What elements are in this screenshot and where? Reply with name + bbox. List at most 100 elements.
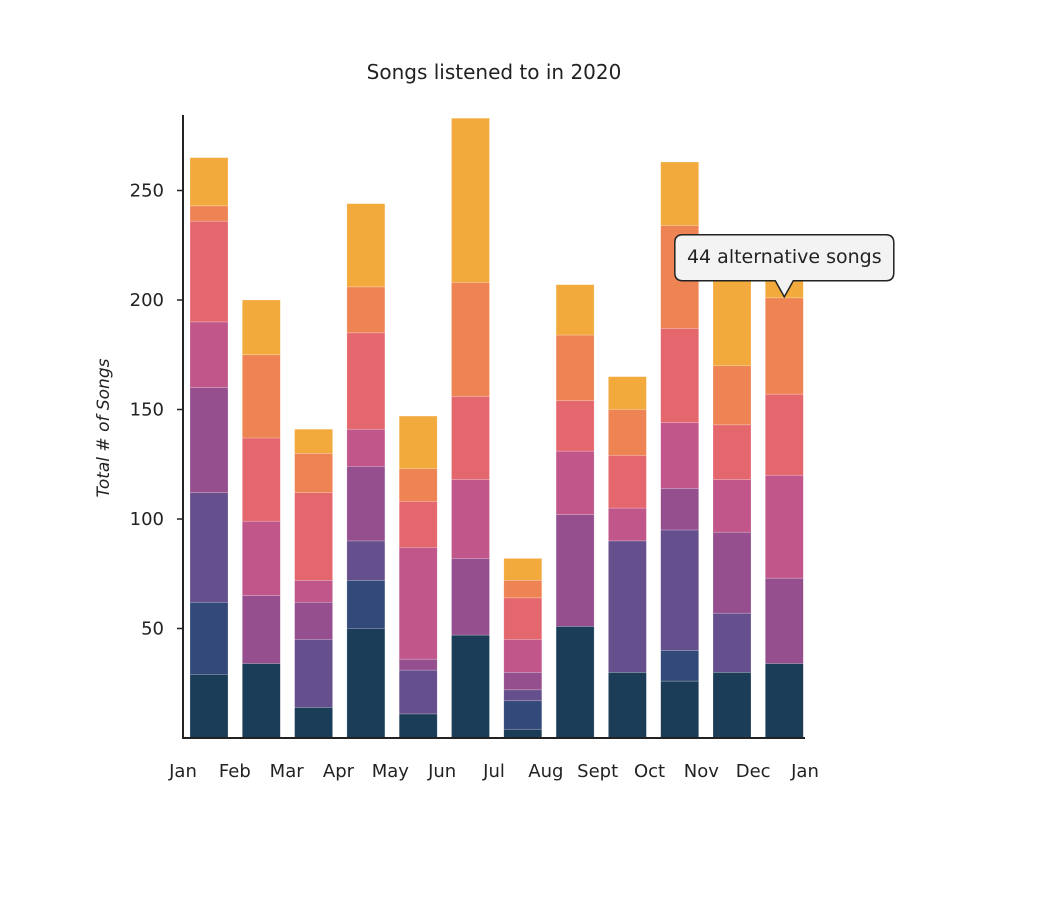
bar-segment[interactable] bbox=[242, 437, 281, 522]
bar-segment[interactable] bbox=[294, 452, 333, 494]
bar-segment[interactable] bbox=[608, 455, 647, 509]
bar-segment[interactable] bbox=[242, 520, 281, 596]
x-tick-label: Aug bbox=[528, 761, 563, 782]
bar-segment[interactable] bbox=[451, 396, 490, 480]
x-tick-label: Sept bbox=[577, 761, 618, 782]
bar-segment[interactable] bbox=[764, 393, 804, 476]
bar-segment[interactable] bbox=[660, 422, 700, 489]
bar-segment[interactable] bbox=[242, 299, 281, 356]
bar-segment[interactable] bbox=[398, 547, 438, 660]
bar-segment[interactable] bbox=[242, 663, 281, 739]
bar-segment[interactable] bbox=[451, 117, 490, 283]
bar-segment[interactable] bbox=[242, 354, 281, 439]
bar-segment[interactable] bbox=[555, 284, 595, 336]
bar-segment[interactable] bbox=[608, 409, 647, 456]
bars-layer bbox=[189, 117, 804, 739]
y-tick-label: 100 bbox=[130, 509, 164, 530]
bar-segment[interactable] bbox=[712, 612, 752, 673]
bar-segment[interactable] bbox=[189, 674, 229, 739]
x-tick-label: Feb bbox=[219, 761, 251, 782]
bar-segment[interactable] bbox=[608, 507, 647, 542]
bar-segment[interactable] bbox=[398, 669, 438, 715]
bar-segment[interactable] bbox=[660, 161, 700, 226]
bar-segment[interactable] bbox=[660, 680, 700, 739]
bar-segment[interactable] bbox=[242, 595, 281, 664]
bar-segment[interactable] bbox=[346, 332, 386, 430]
bar-segment[interactable] bbox=[712, 671, 752, 739]
y-tick-label: 150 bbox=[130, 400, 164, 421]
bar-segment[interactable] bbox=[660, 529, 700, 651]
x-tick-label: Apr bbox=[323, 761, 355, 782]
x-tick-label: Nov bbox=[684, 761, 719, 782]
bar-segment[interactable] bbox=[764, 474, 804, 579]
y-tick-label: 50 bbox=[141, 619, 164, 640]
bar-segment[interactable] bbox=[398, 501, 438, 548]
x-tick-label: Jan bbox=[168, 761, 197, 782]
bar-segment[interactable] bbox=[503, 689, 543, 702]
bar-segment[interactable] bbox=[712, 277, 752, 367]
bar-segment[interactable] bbox=[294, 580, 333, 603]
bar-segment[interactable] bbox=[503, 728, 543, 739]
chart-title: Songs listened to in 2020 bbox=[367, 60, 622, 84]
bar-segment[interactable] bbox=[451, 282, 490, 397]
bar-segment[interactable] bbox=[555, 514, 595, 627]
x-tick-label: Jun bbox=[427, 761, 456, 782]
bar-segment[interactable] bbox=[764, 577, 804, 664]
bar-segment[interactable] bbox=[503, 580, 543, 599]
bar-segment[interactable] bbox=[764, 297, 804, 395]
bar-segment[interactable] bbox=[503, 700, 543, 730]
bar-segment[interactable] bbox=[294, 428, 333, 454]
bar-segment[interactable] bbox=[608, 376, 647, 410]
bar-segment[interactable] bbox=[660, 328, 700, 423]
bar-segment[interactable] bbox=[398, 415, 438, 469]
bar-segment[interactable] bbox=[712, 424, 752, 480]
bar-segment[interactable] bbox=[189, 157, 229, 207]
x-tick-label: Jan bbox=[790, 761, 819, 782]
bar-segment[interactable] bbox=[294, 601, 333, 640]
bar-segment[interactable] bbox=[712, 531, 752, 614]
bar-segment[interactable] bbox=[294, 707, 333, 739]
bar-segment[interactable] bbox=[398, 713, 438, 739]
bar-segment[interactable] bbox=[398, 468, 438, 502]
bar-segment[interactable] bbox=[346, 628, 386, 739]
bar-segment[interactable] bbox=[555, 626, 595, 739]
bar-segment[interactable] bbox=[294, 639, 333, 708]
bar-segment[interactable] bbox=[660, 650, 700, 682]
bar-segment[interactable] bbox=[189, 321, 229, 388]
bar-segment[interactable] bbox=[346, 286, 386, 334]
bar-segment[interactable] bbox=[503, 639, 543, 673]
bar-segment[interactable] bbox=[764, 663, 804, 739]
bar-segment[interactable] bbox=[712, 365, 752, 426]
bar-segment[interactable] bbox=[555, 400, 595, 452]
bar-segment[interactable] bbox=[712, 479, 752, 533]
bar-segment[interactable] bbox=[189, 220, 229, 323]
x-tick-label: Dec bbox=[736, 761, 771, 782]
bar-segment[interactable] bbox=[608, 540, 647, 673]
bar-segment[interactable] bbox=[294, 492, 333, 581]
x-tick-label: Mar bbox=[270, 761, 305, 782]
bar-segment[interactable] bbox=[660, 488, 700, 531]
bar-segment[interactable] bbox=[346, 466, 386, 542]
bar-segment[interactable] bbox=[608, 671, 647, 739]
bar-segment[interactable] bbox=[346, 203, 386, 288]
bar-segment[interactable] bbox=[555, 334, 595, 402]
bar-segment[interactable] bbox=[451, 634, 490, 739]
bar-segment[interactable] bbox=[451, 558, 490, 636]
bar-segment[interactable] bbox=[189, 601, 229, 675]
bar-segment[interactable] bbox=[346, 428, 386, 467]
y-tick-label: 250 bbox=[130, 181, 164, 202]
x-tick-label: Oct bbox=[634, 761, 665, 782]
bar-segment[interactable] bbox=[503, 597, 543, 640]
bar-segment[interactable] bbox=[555, 450, 595, 515]
bar-segment[interactable] bbox=[189, 492, 229, 603]
y-tick-label: 200 bbox=[130, 290, 164, 311]
bar-segment[interactable] bbox=[398, 658, 438, 671]
bar-segment[interactable] bbox=[451, 479, 490, 559]
bar-segment[interactable] bbox=[503, 671, 543, 691]
bar-segment[interactable] bbox=[189, 387, 229, 494]
bar-segment[interactable] bbox=[189, 205, 229, 222]
bar-segment[interactable] bbox=[346, 540, 386, 581]
bar-segment[interactable] bbox=[503, 558, 543, 581]
bar-segment[interactable] bbox=[346, 580, 386, 629]
